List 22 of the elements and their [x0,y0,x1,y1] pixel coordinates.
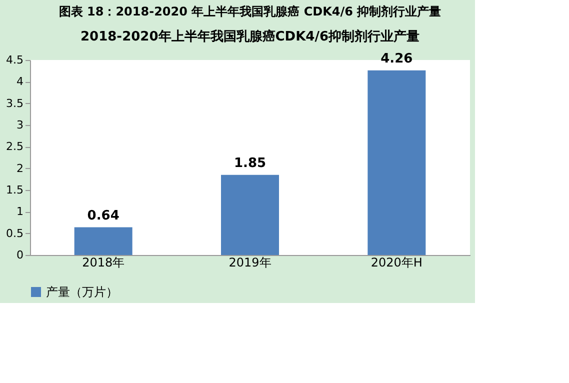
y-tick-label: 4 [16,75,24,88]
y-tick-label: 1.5 [6,184,24,196]
y-tick-label: 4.5 [6,54,24,66]
x-tick-label: 2018年 [82,256,125,270]
bar [74,227,132,255]
data-label: 0.64 [87,208,120,224]
y-tick-label: 2 [16,162,24,175]
bar [368,70,426,255]
y-tick-label: 3 [16,118,24,132]
legend-label: 产量（万片） [46,285,118,299]
x-tick-label: 2019年 [228,256,272,270]
data-label: 1.85 [234,156,266,171]
y-tick-label: 0.5 [6,226,24,240]
y-tick-label: 2.5 [6,140,24,154]
data-label: 4.26 [380,51,413,66]
bar [221,174,279,255]
chart-subtitle: 2018-2020年上半年我国乳腺癌CDK4/6抑制剂行业产量 [80,28,420,44]
y-tick-label: 1 [16,205,24,218]
y-tick-label: 3.5 [6,96,24,110]
x-tick-label: 2020年H [370,256,422,270]
chart-title: 图表 18：2018-2020 年上半年我国乳腺癌 CDK4/6 抑制剂行业产量 [58,4,442,18]
y-tick-label: 0 [16,248,24,262]
